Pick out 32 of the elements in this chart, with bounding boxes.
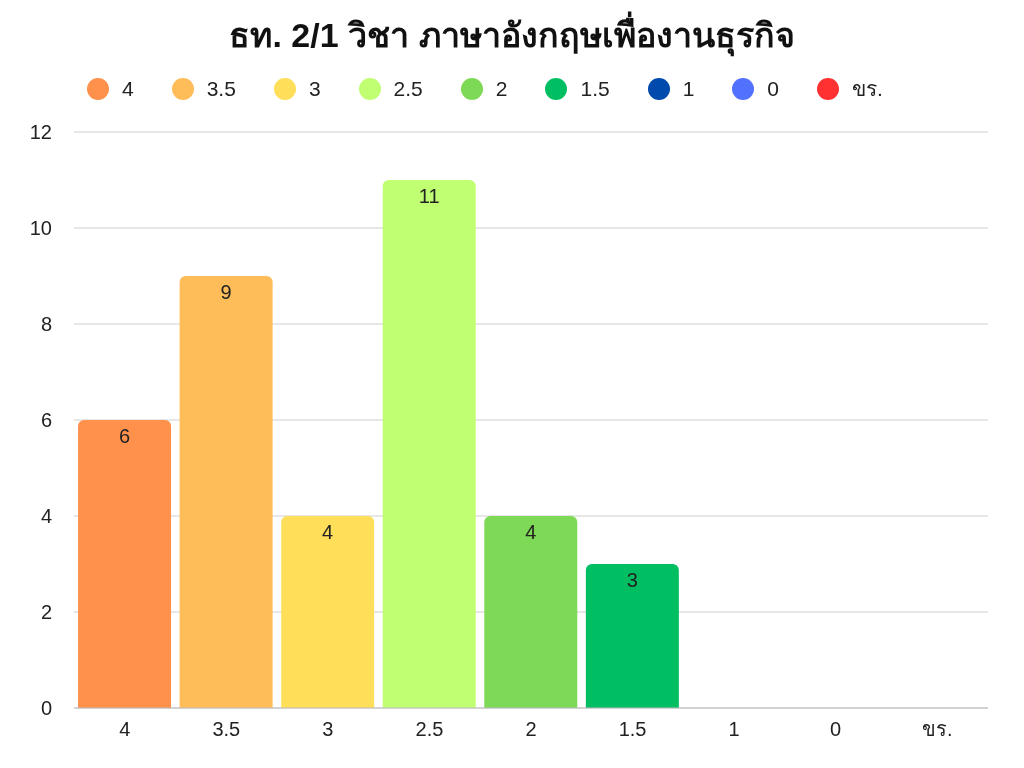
legend-label: 3.5 [206,76,236,100]
x-tick-label: 1.5 [618,718,647,741]
data-label: 3 [626,569,638,591]
x-tick-label: 4 [119,718,131,741]
y-tick-label: 12 [29,121,52,144]
y-tick-label: 10 [29,217,52,240]
data-label: 9 [220,281,232,303]
legend-label: 4 [122,76,134,100]
data-label: 6 [119,425,131,447]
legend-label: 3 [308,76,321,100]
y-tick-label: 2 [40,601,52,624]
legend-label: 2.5 [393,76,423,100]
x-tick-label: 2.5 [415,718,444,741]
y-tick-label: 6 [40,409,52,432]
legend-label: 1.5 [580,76,610,100]
y-tick-label: 8 [40,313,52,336]
data-label: 4 [322,521,334,543]
chart-title: ธท. 2/1 วิชา ภาษาอังกฤษเพื่องานธุรกิจ [228,10,796,59]
x-tick-label: ขร. [921,718,953,741]
y-tick-label: 4 [40,505,52,528]
legend-label: 1 [682,76,695,100]
x-tick-label: 3.5 [212,718,241,741]
x-tick-label: 3 [322,718,334,741]
legend-label: ขร. [852,77,883,100]
legend-label: 0 [767,76,780,100]
x-tick-label: 0 [830,718,842,741]
x-tick-label: 2 [525,718,537,741]
x-tick-label: 1 [728,718,740,741]
data-label: 4 [525,521,537,543]
data-label: 11 [418,185,440,207]
legend-label: 2 [495,76,508,100]
y-tick-label: 0 [40,697,52,720]
